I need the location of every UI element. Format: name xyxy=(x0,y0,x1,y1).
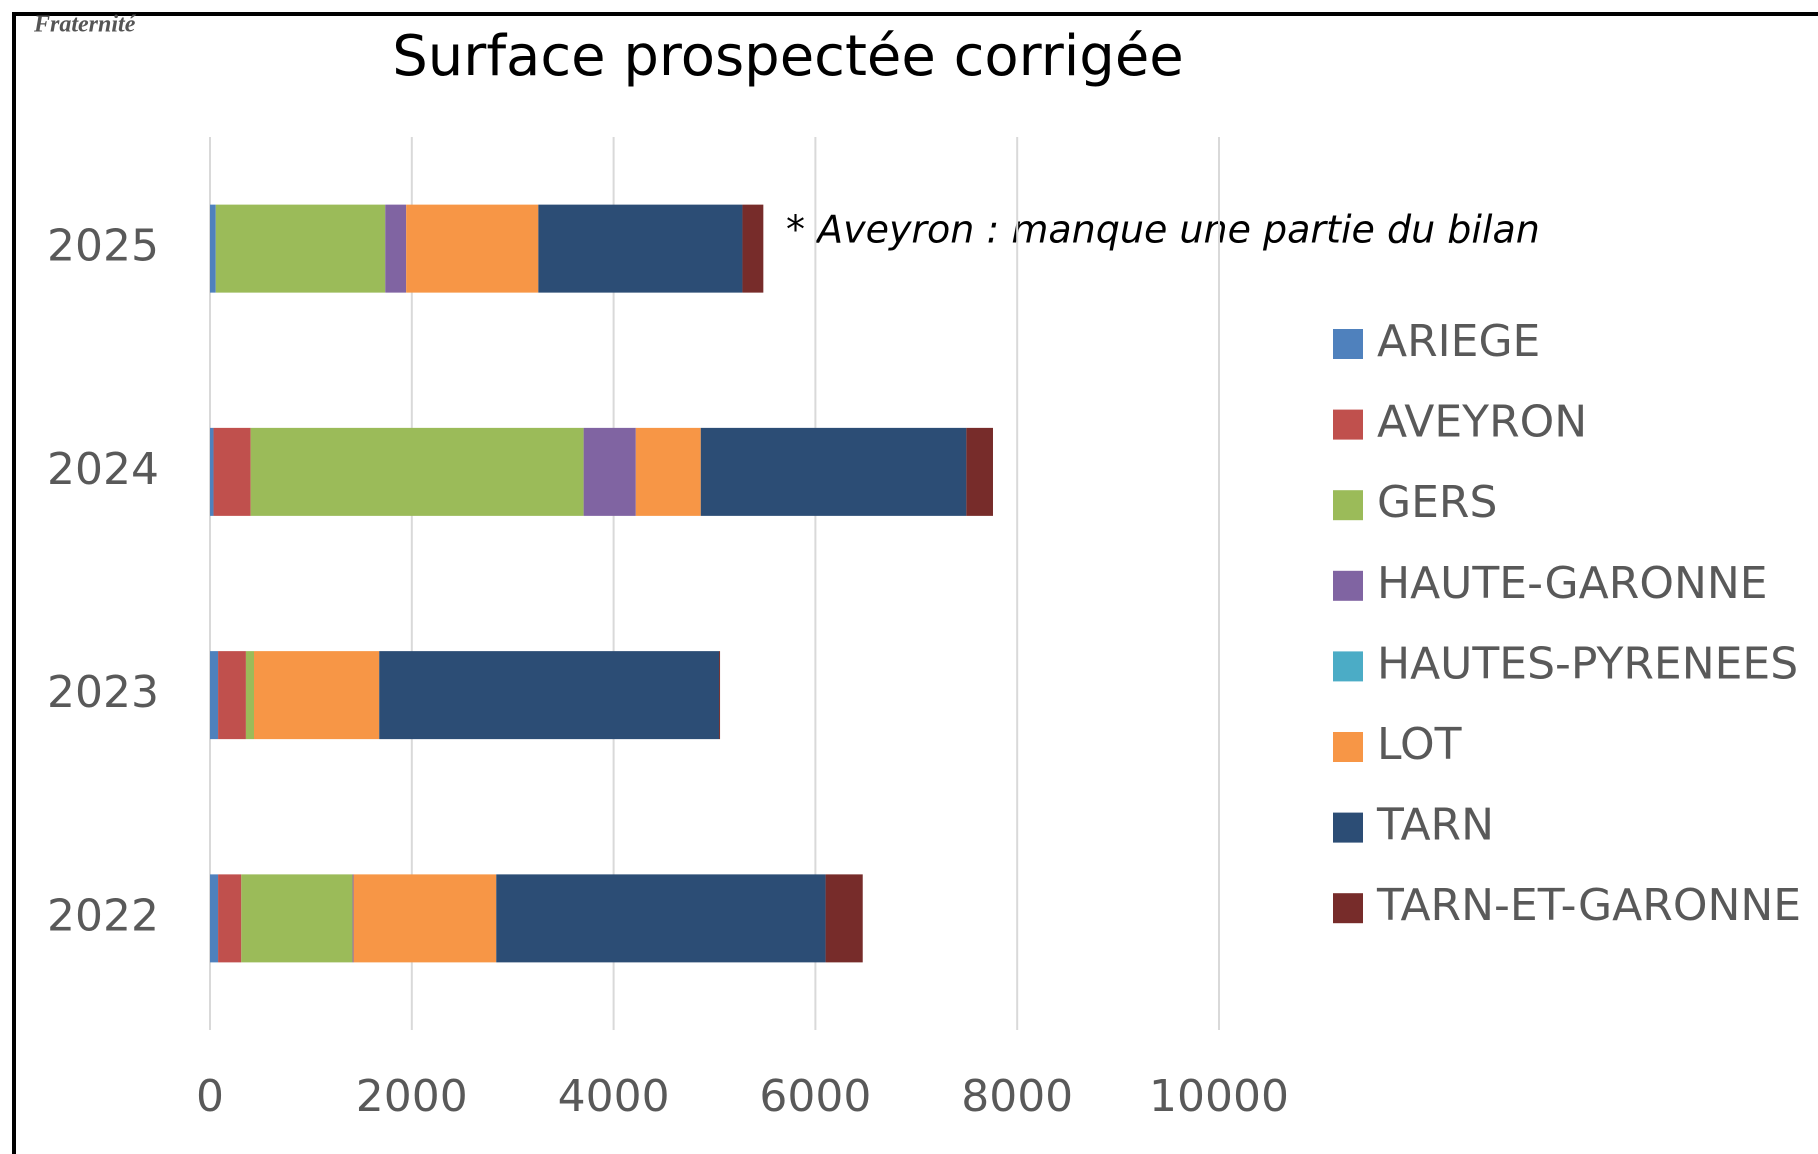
bar-segment xyxy=(635,427,701,516)
y-tick-label: 2022 xyxy=(47,890,159,941)
bar-segment xyxy=(742,204,764,293)
x-tick-label: 2000 xyxy=(356,1071,468,1122)
legend-swatch xyxy=(1333,409,1363,440)
bar-segment xyxy=(241,874,353,963)
legend-label: HAUTES-PYRENEES xyxy=(1377,638,1798,689)
bar-segment xyxy=(210,427,214,516)
bar-segment xyxy=(215,204,386,293)
legend-label: HAUTE-GARONNE xyxy=(1377,558,1768,609)
legend-swatch xyxy=(1333,732,1363,762)
legend-swatch xyxy=(1333,651,1363,682)
annotation: * Aveyron : manque une partie du bilan xyxy=(786,208,1540,252)
x-tick-label: 6000 xyxy=(759,1071,871,1122)
bar-segment xyxy=(496,874,826,963)
bar-segment xyxy=(210,204,216,293)
bar-segment xyxy=(406,204,539,293)
bar-segment xyxy=(210,874,219,963)
bar-segment xyxy=(352,874,354,963)
bar-segment xyxy=(245,651,254,740)
bar-segment xyxy=(210,651,219,740)
bar-segment xyxy=(700,427,967,516)
y-tick-label: 2024 xyxy=(47,444,159,495)
bar-segment xyxy=(385,204,407,293)
legend-label: TARN xyxy=(1376,800,1494,851)
frame xyxy=(12,12,1818,1154)
bar-segment xyxy=(353,874,497,963)
bar-segment xyxy=(583,427,636,516)
bar-segment xyxy=(253,651,380,740)
legend-swatch xyxy=(1333,893,1363,924)
legend-label: ARIEGE xyxy=(1377,316,1540,367)
logo-text: Fraternité xyxy=(33,12,137,38)
y-tick-label: 2023 xyxy=(47,667,159,718)
x-tick-label: 4000 xyxy=(558,1071,670,1122)
bar-segment xyxy=(218,651,246,740)
bar-segment xyxy=(825,874,863,963)
x-tick-label: 0 xyxy=(196,1071,224,1122)
legend-swatch xyxy=(1333,570,1363,601)
bar-segment xyxy=(213,427,251,516)
legend-swatch xyxy=(1333,812,1363,843)
chart-title: Surface prospectée corrigée xyxy=(392,24,1184,89)
legend-label: AVEYRON xyxy=(1377,397,1587,448)
bar-segment xyxy=(538,204,743,293)
bar-segment xyxy=(250,427,584,516)
legend-swatch xyxy=(1333,490,1363,521)
y-tick-label: 2025 xyxy=(47,221,159,272)
bar-segment xyxy=(379,651,720,740)
bar-segment xyxy=(966,427,993,516)
bar-segment xyxy=(218,874,242,963)
bar-segment xyxy=(719,651,721,740)
x-tick-label: 8000 xyxy=(961,1071,1073,1122)
legend-label: TARN-ET-GARONNE xyxy=(1376,880,1801,931)
legend-swatch xyxy=(1333,329,1363,359)
legend-label: LOT xyxy=(1377,719,1462,770)
legend-label: GERS xyxy=(1377,477,1497,528)
x-tick-label: 10000 xyxy=(1149,1071,1289,1122)
